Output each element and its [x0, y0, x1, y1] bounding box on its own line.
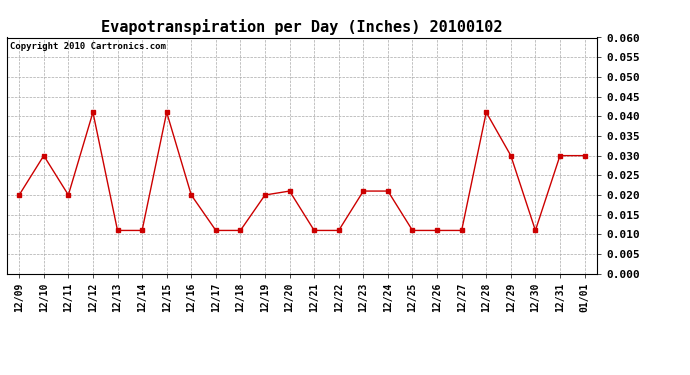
Text: Copyright 2010 Cartronics.com: Copyright 2010 Cartronics.com: [10, 42, 166, 51]
Title: Evapotranspiration per Day (Inches) 20100102: Evapotranspiration per Day (Inches) 2010…: [101, 19, 502, 35]
